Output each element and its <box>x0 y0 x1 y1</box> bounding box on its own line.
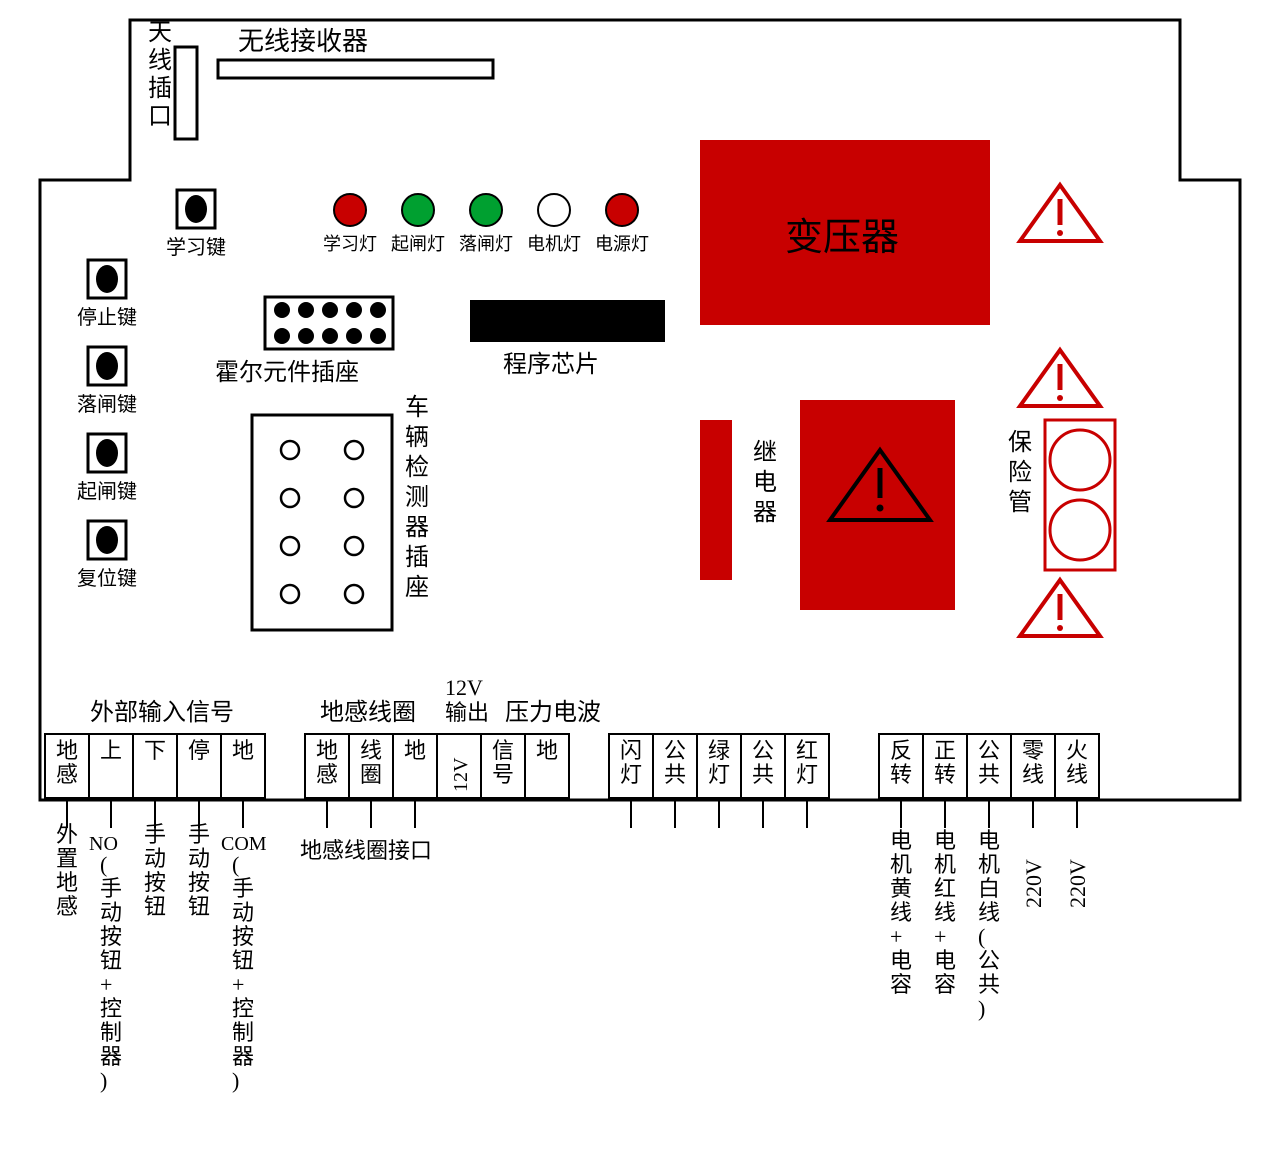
g1-label: 上 <box>100 738 122 763</box>
learn-button: 学习键 <box>166 190 226 259</box>
g4-label: 公共 <box>664 738 686 787</box>
g4-label: 绿灯 <box>708 738 730 787</box>
g5-label: 火线 <box>1066 738 1088 787</box>
led-icon <box>538 194 570 226</box>
svg-text:程序芯片: 程序芯片 <box>503 351 599 378</box>
g2-label: 地感 <box>316 738 338 787</box>
svg-text:继 电 器: 继 电 器 <box>753 439 783 526</box>
led-label: 起闸灯 <box>391 234 445 254</box>
relay: 继 电 器 <box>700 400 955 610</box>
g2-label: 地 <box>404 738 426 763</box>
terminal-sub: (手动按钮+控制器) <box>100 852 122 1093</box>
terminal-sub: 外置地感 <box>56 822 78 919</box>
led-icon <box>334 194 366 226</box>
transformer: 变压器 <box>700 140 990 325</box>
board-diagram: 天 线 插 口 无线接收器 学习键 停止键 落闸键 起闸键 复位键 学习灯起闸灯… <box>0 0 1280 1167</box>
antenna-port-rect <box>175 47 197 139</box>
program-chip: 程序芯片 <box>470 300 665 378</box>
g5-label: 正转 <box>934 738 956 787</box>
section-external-input: 外部输入信号 <box>90 699 234 726</box>
hall-socket: 霍尔元件插座 <box>215 297 393 386</box>
svg-text:车 辆 检 测: 车 辆 检 测 器 插 座 <box>405 394 435 601</box>
section-12v-out2: 输出 <box>445 700 489 725</box>
led-icon <box>470 194 502 226</box>
led-row: 学习灯起闸灯落闸灯电机灯电源灯 <box>323 194 649 254</box>
warning-icon <box>1020 350 1100 406</box>
g1-label: 停 <box>188 738 210 763</box>
stop-button: 停止键 <box>77 260 137 329</box>
g5-sub: 电机黄线+电容 <box>890 828 912 997</box>
g5-sub: 220V <box>1065 859 1090 908</box>
g4-label: 红灯 <box>796 738 818 787</box>
svg-text:霍尔元件插座: 霍尔元件插座 <box>215 359 359 386</box>
g5-sub: 电机红线+电容 <box>934 828 956 997</box>
vehicle-detector-socket: 车 辆 检 测 器 插 座 <box>252 394 435 630</box>
svg-text:保 险 管: 保 险 管 <box>1008 429 1038 516</box>
section-12v-out: 12V <box>445 675 483 700</box>
svg-text:变压器: 变压器 <box>785 217 899 259</box>
terminal-sub: 手动按钮 <box>188 822 210 919</box>
led-icon <box>402 194 434 226</box>
terminal-sub: (手动按钮+控制器) <box>232 852 254 1093</box>
led-label: 电机灯 <box>527 234 581 254</box>
reset-button: 复位键 <box>77 521 137 590</box>
warning-icon <box>1020 580 1100 636</box>
led-label: 落闸灯 <box>459 234 513 254</box>
led-icon <box>606 194 638 226</box>
wireless-receiver-rect <box>218 60 493 78</box>
down-gate-button: 落闸键 <box>77 347 137 416</box>
led-label: 学习灯 <box>323 234 377 254</box>
g5-label: 零线 <box>1022 738 1044 787</box>
g3-label: 12V <box>450 757 472 792</box>
g5-label: 公共 <box>978 738 1000 787</box>
board-outline <box>40 20 1240 800</box>
fuse: 保 险 管 <box>1008 420 1115 570</box>
terminal-sub: 手动按钮 <box>144 822 166 919</box>
g3-label: 地 <box>536 738 558 763</box>
wireless-receiver-label: 无线接收器 <box>238 27 368 56</box>
terminal-top-label: COM <box>221 833 267 855</box>
svg-text:学习键: 学习键 <box>166 236 226 259</box>
g1-label: 下 <box>144 738 166 763</box>
g1-label: 地 <box>232 738 254 763</box>
g2-sub-label: 地感线圈接口 <box>300 838 432 863</box>
warning-icon <box>1020 185 1100 241</box>
g4-label: 公共 <box>752 738 774 787</box>
svg-text:复位键: 复位键 <box>77 567 137 590</box>
section-pressure-wave: 压力电波 <box>505 699 601 726</box>
svg-text:落闸键: 落闸键 <box>77 393 137 416</box>
section-ground-coil: 地感线圈 <box>320 699 416 726</box>
g5-sub: 220V <box>1021 859 1046 908</box>
g3-label: 信号 <box>492 738 514 787</box>
g2-label: 线圈 <box>360 738 382 787</box>
svg-text:起闸键: 起闸键 <box>77 480 137 503</box>
g5-label: 反转 <box>890 738 912 787</box>
up-gate-button: 起闸键 <box>77 434 137 503</box>
g4-label: 闪灯 <box>620 738 642 787</box>
g1-label: 地感 <box>56 738 78 787</box>
svg-text:停止键: 停止键 <box>77 306 137 329</box>
g5-sub: 电机白线(公共) <box>978 828 1000 1021</box>
led-label: 电源灯 <box>595 234 649 254</box>
terminal-strip: 地感上下停地外置地感NO(手动按钮+控制器)手动按钮手动按钮COM(手动按钮+控… <box>45 734 1099 1093</box>
